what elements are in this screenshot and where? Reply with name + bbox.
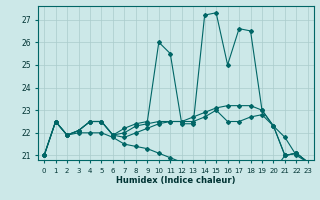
X-axis label: Humidex (Indice chaleur): Humidex (Indice chaleur)	[116, 176, 236, 185]
